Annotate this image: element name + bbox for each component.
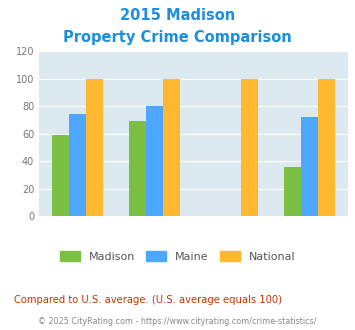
Bar bbox=[284, 167, 301, 216]
Bar bbox=[146, 106, 163, 216]
Bar bbox=[86, 79, 103, 216]
Bar bbox=[318, 79, 335, 216]
Text: © 2025 CityRating.com - https://www.cityrating.com/crime-statistics/: © 2025 CityRating.com - https://www.city… bbox=[38, 317, 317, 326]
Bar bbox=[163, 79, 180, 216]
Bar bbox=[52, 135, 69, 216]
Text: Property Crime Comparison: Property Crime Comparison bbox=[63, 30, 292, 45]
Bar bbox=[69, 115, 86, 216]
Legend: Madison, Maine, National: Madison, Maine, National bbox=[55, 247, 300, 267]
Text: Compared to U.S. average. (U.S. average equals 100): Compared to U.S. average. (U.S. average … bbox=[14, 295, 282, 305]
Text: 2015 Madison: 2015 Madison bbox=[120, 8, 235, 23]
Bar bbox=[301, 117, 318, 216]
Bar bbox=[241, 79, 258, 216]
Bar bbox=[129, 121, 146, 216]
